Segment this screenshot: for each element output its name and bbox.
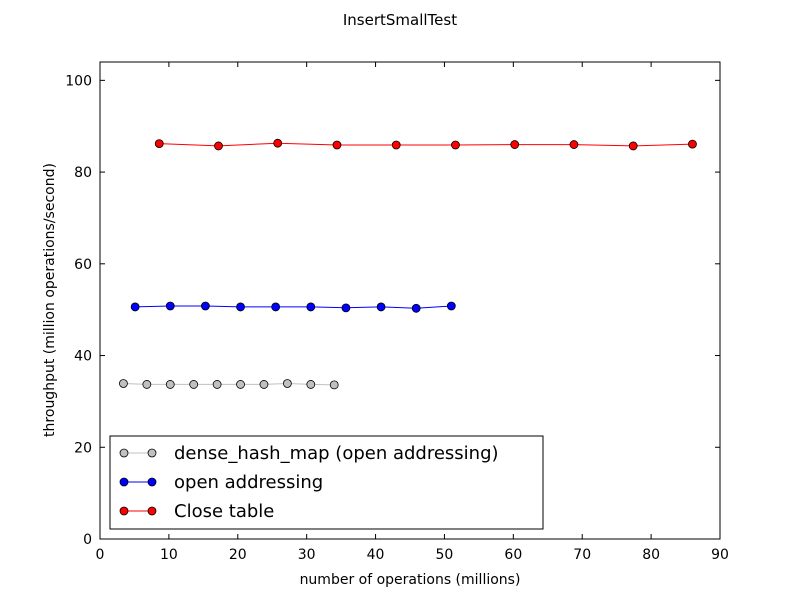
legend-label: Close table [174, 501, 274, 522]
legend-marker [119, 506, 129, 516]
data-point [200, 301, 210, 311]
series-line [159, 142, 693, 147]
data-point [142, 380, 152, 389]
legend-label: open addressing [174, 472, 323, 493]
x-tick-label: 10 [160, 547, 178, 563]
y-tick-label: 20 [74, 440, 92, 456]
legend-label: dense_hash_map (open addressing) [174, 443, 499, 464]
data-point [236, 380, 245, 389]
x-tick-label: 0 [96, 547, 105, 563]
data-point [628, 141, 638, 151]
plot-frame [99, 61, 721, 540]
data-point [282, 379, 292, 388]
y-tick-label: 0 [83, 532, 92, 548]
y-axis-label: throughput (million operations/second) [42, 163, 58, 437]
data-point [411, 303, 421, 313]
legend-box [109, 435, 544, 530]
data-point [214, 141, 223, 151]
series-2 [154, 138, 697, 151]
x-tick-label: 30 [298, 547, 316, 563]
y-tick-label: 100 [65, 73, 92, 89]
y-tick-label: 60 [74, 257, 92, 273]
legend-marker [147, 477, 157, 487]
data-point [451, 140, 460, 150]
legend-marker [119, 477, 129, 487]
data-point [212, 380, 222, 389]
series-1 [130, 301, 456, 313]
data-point [273, 138, 283, 148]
data-point [189, 380, 199, 389]
data-point [569, 140, 579, 149]
x-tick-label: 50 [436, 547, 454, 563]
data-point [119, 379, 128, 388]
legend-marker [147, 506, 157, 516]
data-point [236, 302, 245, 312]
data-point [259, 380, 269, 389]
data-point [376, 302, 386, 312]
data-point [332, 140, 342, 150]
data-point [341, 303, 351, 313]
y-tick-label: 80 [74, 165, 92, 181]
data-point [688, 139, 697, 149]
data-point [165, 301, 175, 311]
data-point [391, 140, 401, 150]
x-tick-label: 40 [367, 547, 385, 563]
x-axis-label: number of operations (millions) [300, 572, 521, 588]
data-point [271, 302, 281, 312]
chart-title: InsertSmallTest [343, 11, 457, 29]
data-point [446, 301, 456, 311]
data-point [306, 302, 316, 312]
series-line [123, 382, 335, 386]
data-point [130, 302, 140, 312]
data-point [306, 380, 316, 389]
x-tick-label: 60 [504, 547, 522, 563]
x-tick-label: 80 [642, 547, 660, 563]
data-point [329, 380, 339, 390]
y-tick-label: 40 [74, 349, 92, 365]
data-point [154, 139, 164, 149]
data-point [510, 140, 520, 149]
series-layer [119, 138, 697, 390]
legend-marker [147, 448, 157, 458]
legend: dense_hash_map (open addressing) open add… [109, 435, 544, 530]
series-line [135, 305, 452, 309]
x-tick-label: 70 [573, 547, 591, 563]
data-point [165, 380, 175, 389]
x-tick-label: 20 [229, 547, 247, 563]
x-tick-label: 90 [711, 547, 729, 563]
legend-marker [119, 448, 129, 458]
series-0 [119, 379, 339, 390]
ticks-layer: 0 10 20 30 40 50 60 70 80 90 0 20 40 60 80 100 [65, 62, 729, 563]
